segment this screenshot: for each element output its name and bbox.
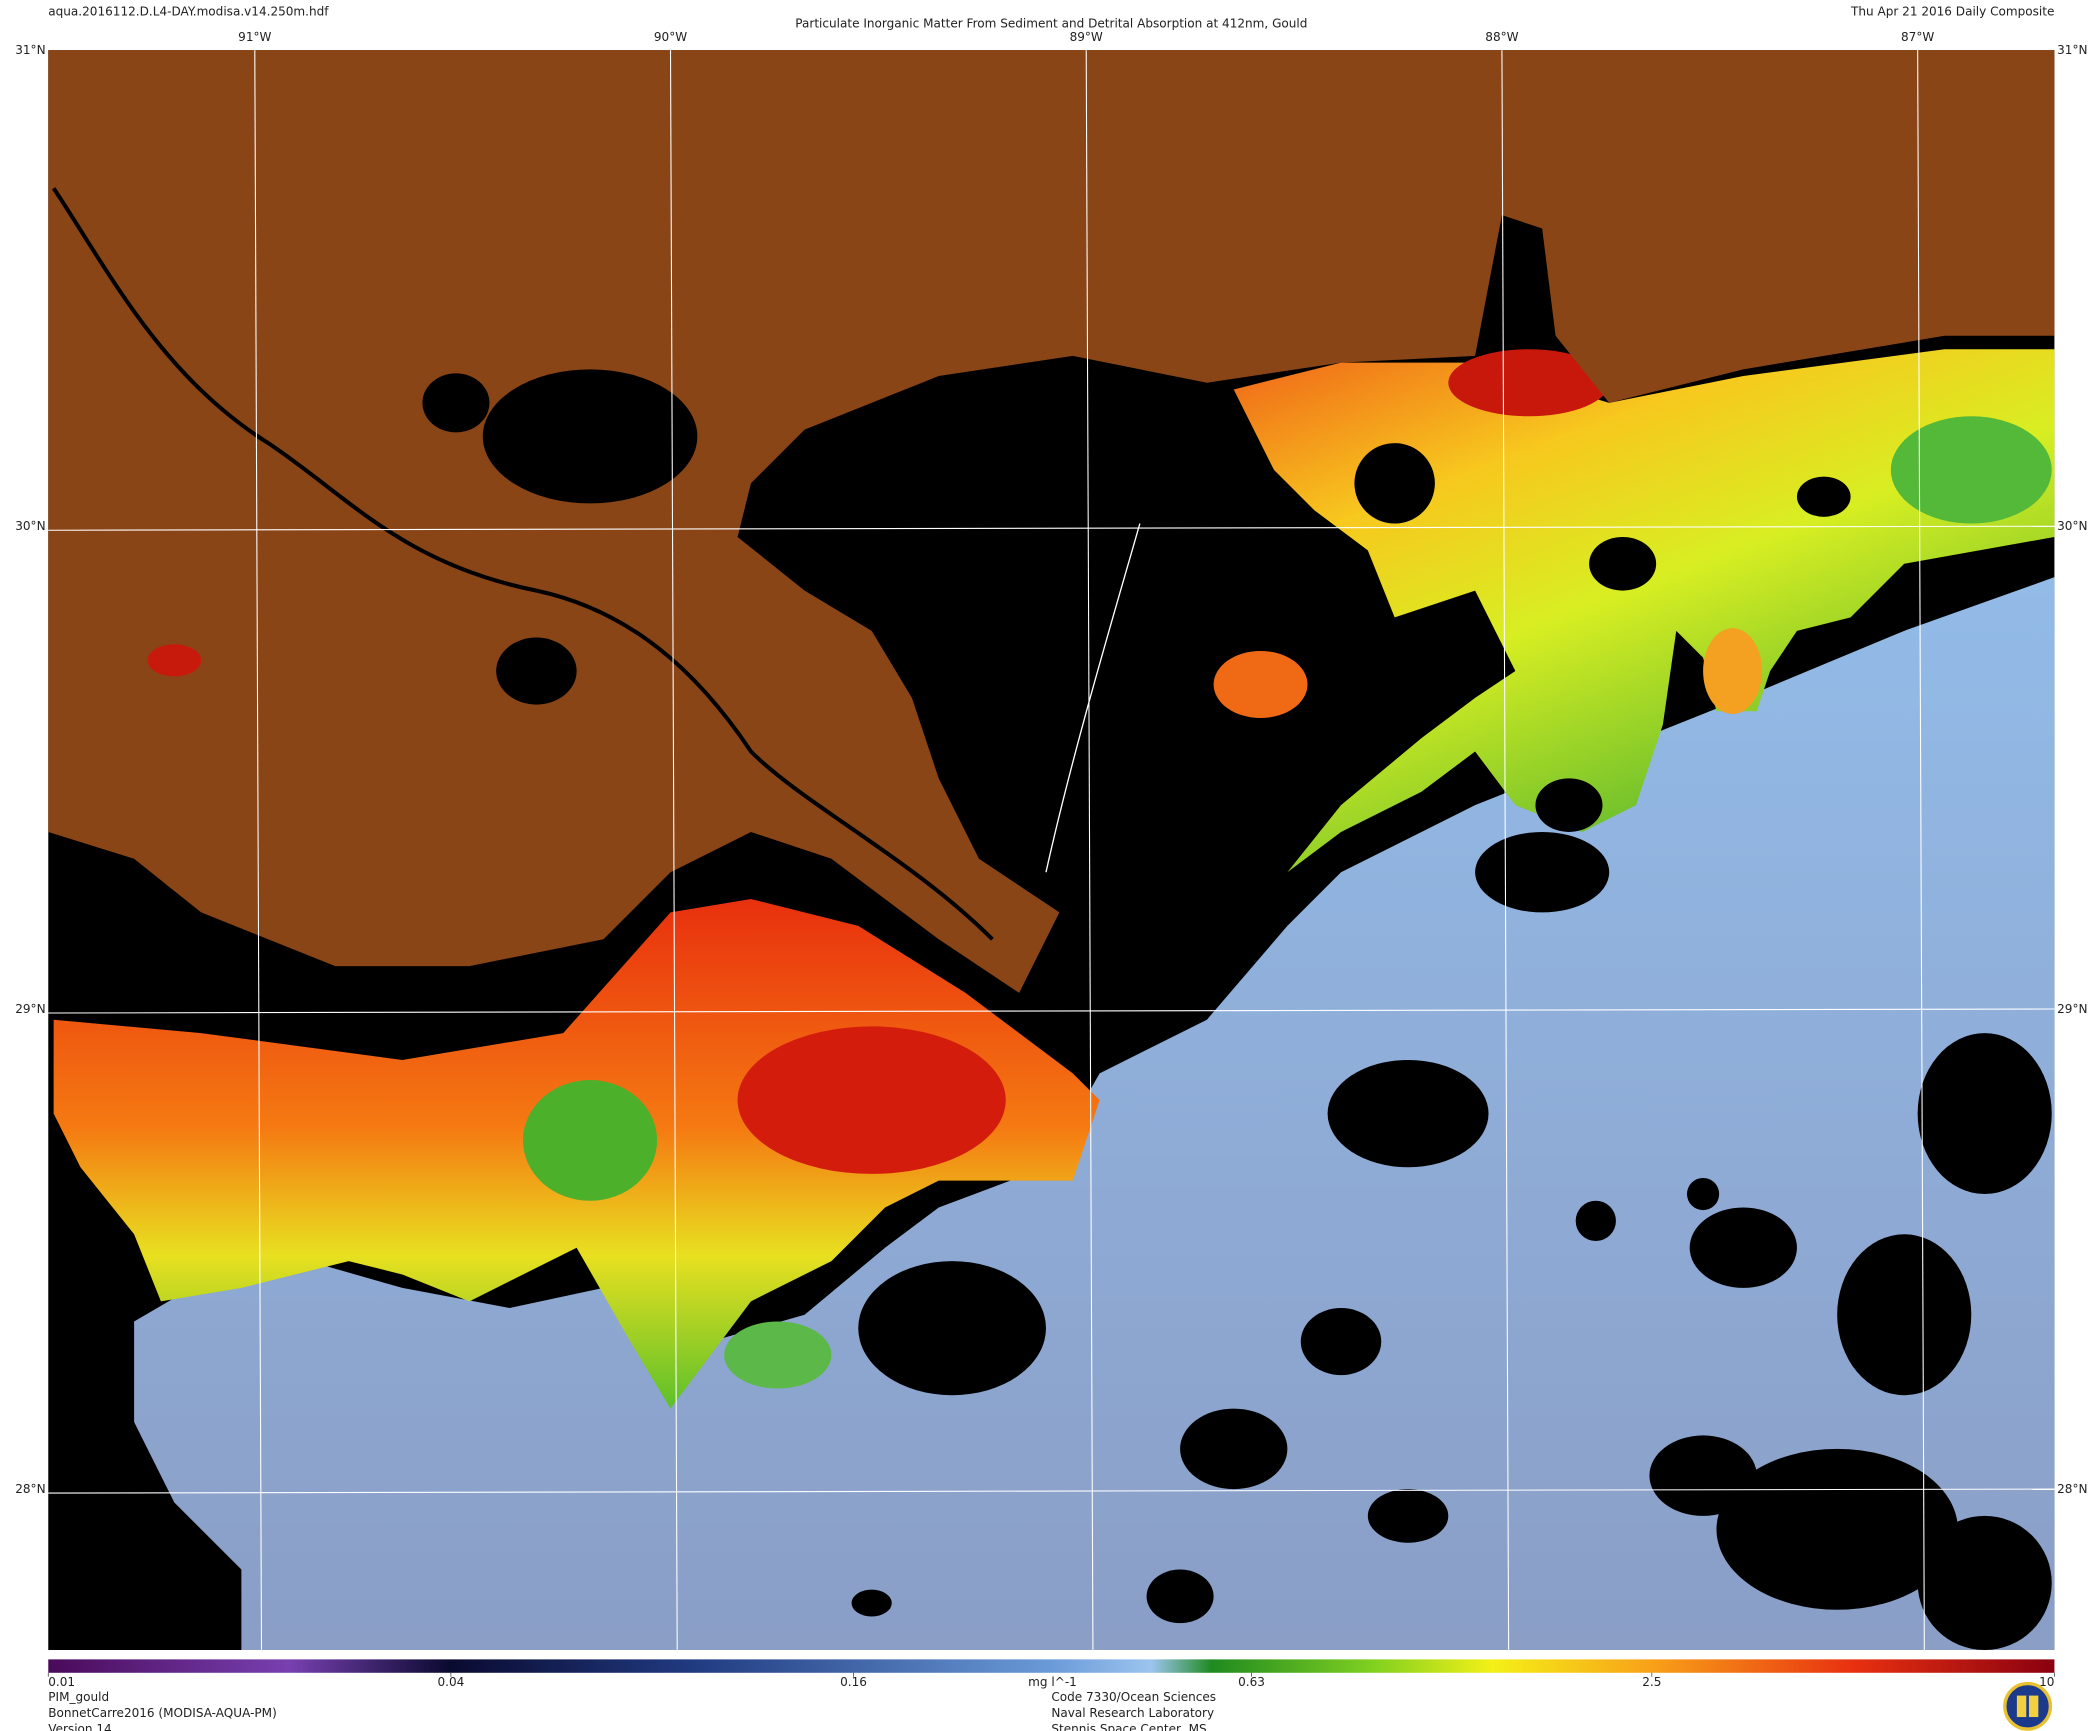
plume-green xyxy=(522,1080,658,1201)
latitude-label: 30°N xyxy=(2057,519,2087,533)
plume-core xyxy=(737,1026,1006,1174)
plume-green xyxy=(1890,416,2052,524)
plume-core xyxy=(1448,349,1610,417)
longitude-label: 87°W xyxy=(1901,30,1934,44)
footer-left-line: PIM_gould xyxy=(48,1690,109,1704)
nrl-logo xyxy=(2003,1681,2053,1731)
colorbar-tick-label: 0.01 xyxy=(48,1675,75,1689)
cloud xyxy=(1575,1200,1616,1241)
cloud xyxy=(858,1261,1046,1396)
cloud xyxy=(1354,443,1435,524)
cloud xyxy=(1535,778,1603,832)
colorbar-ticks: 0.01 0.04 0.16 0.63 2.5 10 mg l^-1 xyxy=(47,1672,2055,1689)
footer-center-line: Code 7330/Ocean Sciences xyxy=(1051,1690,1216,1704)
bay xyxy=(1475,215,1556,356)
cloud xyxy=(1649,1435,1757,1516)
footer-center-line: Stennis Space Center, MS xyxy=(1051,1722,1206,1731)
latitude-label: 30°N xyxy=(15,519,45,533)
map-area xyxy=(48,50,2055,1650)
meridian xyxy=(1917,50,1925,1650)
latitude-label: 31°N xyxy=(15,43,45,57)
latitude-label: 29°N xyxy=(2057,1002,2087,1016)
longitude-label: 89°W xyxy=(1070,30,1103,44)
east-plume xyxy=(1233,349,2055,873)
cloud xyxy=(851,1589,892,1617)
cloud xyxy=(1327,1059,1489,1168)
colorbar xyxy=(48,1659,2055,1673)
latitude-label: 28°N xyxy=(15,1482,45,1496)
river xyxy=(51,187,994,941)
cloud xyxy=(1796,476,1851,517)
colorbar-tick-label: 0.16 xyxy=(840,1675,867,1689)
cloud xyxy=(1917,1033,2052,1195)
cloud xyxy=(1589,536,1657,591)
date-label: Thu Apr 21 2016 Daily Composite xyxy=(1850,4,2054,18)
parallel xyxy=(48,1488,2055,1494)
longitude-label: 90°W xyxy=(654,30,687,44)
cloud xyxy=(1300,1308,1382,1376)
cloud xyxy=(1180,1408,1288,1490)
parallel xyxy=(48,1008,2055,1014)
latitude-label: 28°N xyxy=(2057,1482,2087,1496)
plume-green xyxy=(724,1321,832,1389)
map-title: Particulate Inorganic Matter From Sedime… xyxy=(795,16,1307,30)
cloud xyxy=(1146,1569,1214,1624)
land xyxy=(48,50,2055,993)
lake xyxy=(482,369,698,504)
cloud xyxy=(1686,1177,1720,1211)
footer: PIM_gould BonnetCarre2016 (MODISA-AQUA-PM… xyxy=(48,1690,1216,1731)
latitude-label: 29°N xyxy=(15,1002,45,1016)
meridian xyxy=(1501,50,1510,1650)
lake xyxy=(422,373,490,433)
colorbar-unit: mg l^-1 xyxy=(1028,1675,1077,1689)
meridian xyxy=(669,50,678,1650)
colorbar-tick-label: 0.63 xyxy=(1238,1675,1265,1689)
plume-orange xyxy=(1703,628,1763,714)
cloud xyxy=(1367,1489,1449,1543)
lake xyxy=(496,637,577,705)
lake xyxy=(147,644,202,677)
meridian xyxy=(254,50,263,1650)
cloud xyxy=(1475,831,1610,913)
longitude-label: 88°W xyxy=(1485,30,1518,44)
footer-center-line: Naval Research Laboratory xyxy=(1051,1706,1214,1720)
cloud xyxy=(1917,1515,2052,1650)
footer-left-line: BonnetCarre2016 (MODISA-AQUA-PM) xyxy=(48,1706,277,1720)
parallel xyxy=(48,525,2055,531)
colorbar-tick-label: 0.04 xyxy=(437,1675,464,1689)
latitude-label: 31°N xyxy=(2057,43,2087,57)
file-name: aqua.2016112.D.L4-DAY.modisa.v14.250m.hd… xyxy=(48,4,329,18)
longitude-label: 91°W xyxy=(238,30,271,44)
cloud xyxy=(1837,1234,1972,1396)
coastline xyxy=(1045,523,1141,873)
plume-patch xyxy=(1213,650,1308,718)
colorbar-tick-label: 10 xyxy=(2039,1675,2054,1689)
graticule xyxy=(48,50,2055,1650)
logo-mark xyxy=(2026,1695,2029,1718)
cloud xyxy=(1689,1207,1797,1288)
meridian xyxy=(1085,50,1094,1650)
footer-left-line: Version 14 xyxy=(48,1722,111,1731)
colorbar-tick-label: 2.5 xyxy=(1642,1675,1661,1689)
clouds xyxy=(851,831,2052,1650)
